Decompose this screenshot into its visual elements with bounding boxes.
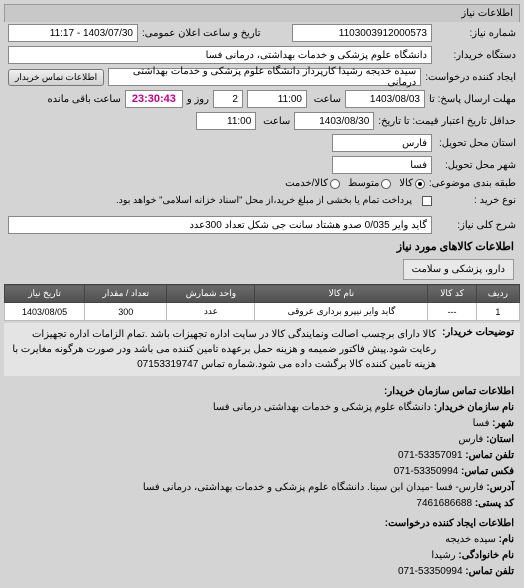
address-label: آدرس: bbox=[486, 482, 514, 493]
cell-date: 1403/08/05 bbox=[5, 303, 85, 321]
org-name: دانشگاه علوم پزشکی و خدمات بهداشتی درمان… bbox=[213, 402, 431, 413]
phone: 53357091-071 bbox=[398, 450, 463, 461]
validity-time-field: 11:00 bbox=[196, 112, 256, 130]
radio-mid[interactable] bbox=[381, 179, 391, 189]
req-family-label: نام خانوادگی: bbox=[458, 550, 514, 561]
req-creator-section: اطلاعات ایجاد کننده درخواست: bbox=[10, 516, 514, 532]
fax-label: فکس تماس: bbox=[461, 466, 514, 477]
address: فارس- فسا -میدان ابن سینا. دانشگاه علوم … bbox=[143, 482, 484, 493]
table-header-row: ردیف کد کالا نام کالا واحد شمارش تعداد /… bbox=[5, 285, 520, 303]
public-date-label: تاریخ و ساعت اعلان عمومی: bbox=[142, 28, 261, 39]
days-label: روز و bbox=[187, 94, 209, 105]
fax: 53350994-071 bbox=[394, 466, 459, 477]
category-label: طبقه بندی موضوعی: bbox=[429, 178, 516, 189]
need-desc-label: شرح کلی نیاز: bbox=[436, 220, 516, 231]
radio-all[interactable] bbox=[415, 179, 425, 189]
days-count-field: 2 bbox=[213, 90, 243, 108]
remaining-label: ساعت باقی مانده bbox=[47, 94, 120, 105]
cell-row: 1 bbox=[476, 303, 519, 321]
delivery-city-field: فسا bbox=[332, 156, 432, 174]
org-name-label: نام سازمان خریدار: bbox=[434, 402, 514, 413]
creator-field: سیده خدیجه رشیدا کارپرداز دانشگاه علوم پ… bbox=[108, 68, 421, 86]
request-no-field: 1103003912000573 bbox=[292, 24, 432, 42]
goods-table: ردیف کد کالا نام کالا واحد شمارش تعداد /… bbox=[4, 284, 520, 321]
payment-checkbox[interactable] bbox=[422, 196, 432, 206]
category-radio-group: کالا متوسط کالا/خدمت bbox=[285, 178, 425, 189]
need-desc-field: گاید وایر 0/035 صدو هشتاد سانت جی شکل تع… bbox=[8, 216, 432, 234]
buyer-label: دستگاه خریدار: bbox=[436, 50, 516, 61]
state-label: استان: bbox=[486, 434, 514, 445]
deadline-date-field: 1403/08/03 bbox=[345, 90, 425, 108]
public-date-field: 1403/07/30 - 11:17 bbox=[8, 24, 138, 42]
remaining-time-field: 23:30:43 bbox=[125, 90, 183, 108]
validity-label: حداقل تاریخ اعتبار قیمت: تا تاریخ: bbox=[378, 116, 516, 127]
buyer-note-text: کالا دارای برچسب اصالت ونمایندگی کالا در… bbox=[10, 327, 436, 372]
city: فسا bbox=[473, 418, 490, 429]
postal: 7461686688 bbox=[416, 498, 472, 509]
category-box: دارو، پزشکی و سلامت bbox=[403, 259, 514, 280]
table-row: 1 --- گاید وایر نیپرو برداری عروقی عدد 3… bbox=[5, 303, 520, 321]
cell-name: گاید وایر نیپرو برداری عروقی bbox=[255, 303, 428, 321]
cell-qty: 300 bbox=[85, 303, 167, 321]
delivery-state-label: استان محل تحویل: bbox=[436, 138, 516, 149]
time-label-2: ساعت bbox=[260, 116, 290, 127]
req-name-label: نام: bbox=[499, 534, 514, 545]
col-unit: واحد شمارش bbox=[167, 285, 255, 303]
col-date: تاریخ نیاز bbox=[5, 285, 85, 303]
validity-date-field: 1403/08/30 bbox=[294, 112, 374, 130]
goods-section-title: اطلاعات کالاهای مورد نیاز bbox=[4, 236, 520, 257]
delivery-city-label: شهر محل تحویل: bbox=[436, 160, 516, 171]
radio-small[interactable] bbox=[330, 179, 340, 189]
req-name: سیده خدیجه bbox=[445, 534, 496, 545]
contact-info-button[interactable]: اطلاعات تماس خریدار bbox=[8, 69, 104, 86]
contact-section-header: اطلاعات تماس سازمان خریدار: bbox=[10, 384, 514, 400]
postal-label: کد پستی: bbox=[475, 498, 514, 509]
buyer-note-block: توضیحات خریدار: کالا دارای برچسب اصالت و… bbox=[4, 323, 520, 376]
cell-unit: عدد bbox=[167, 303, 255, 321]
col-row: ردیف bbox=[476, 285, 519, 303]
payment-type-label: نوع خرید : bbox=[436, 195, 516, 206]
delivery-state-field: فارس bbox=[332, 134, 432, 152]
panel-header: اطلاعات نیاز bbox=[4, 4, 520, 22]
payment-note: پرداخت تمام یا بخشی از مبلغ خرید،از محل … bbox=[110, 193, 418, 208]
req-phone-label: تلفن تماس: bbox=[465, 566, 514, 577]
deadline-label: مهلت ارسال پاسخ: تا bbox=[429, 94, 516, 105]
col-name: نام کالا bbox=[255, 285, 428, 303]
time-label-1: ساعت bbox=[311, 94, 341, 105]
req-family: رشیدا bbox=[431, 550, 455, 561]
state: فارس bbox=[458, 434, 483, 445]
request-no-label: شماره نیاز: bbox=[436, 28, 516, 39]
req-phone: 53350994-071 bbox=[398, 566, 463, 577]
deadline-time-field: 11:00 bbox=[247, 90, 307, 108]
phone-label: تلفن تماس: bbox=[465, 450, 514, 461]
buyer-note-label: توضیحات خریدار: bbox=[442, 327, 514, 372]
col-code: کد کالا bbox=[428, 285, 476, 303]
cell-code: --- bbox=[428, 303, 476, 321]
col-qty: تعداد / مقدار bbox=[85, 285, 167, 303]
city-label: شهر: bbox=[492, 418, 514, 429]
buyer-field: دانشگاه علوم پزشکی و خدمات بهداشتی، درما… bbox=[8, 46, 432, 64]
creator-label: ایجاد کننده درخواست: bbox=[425, 72, 516, 83]
